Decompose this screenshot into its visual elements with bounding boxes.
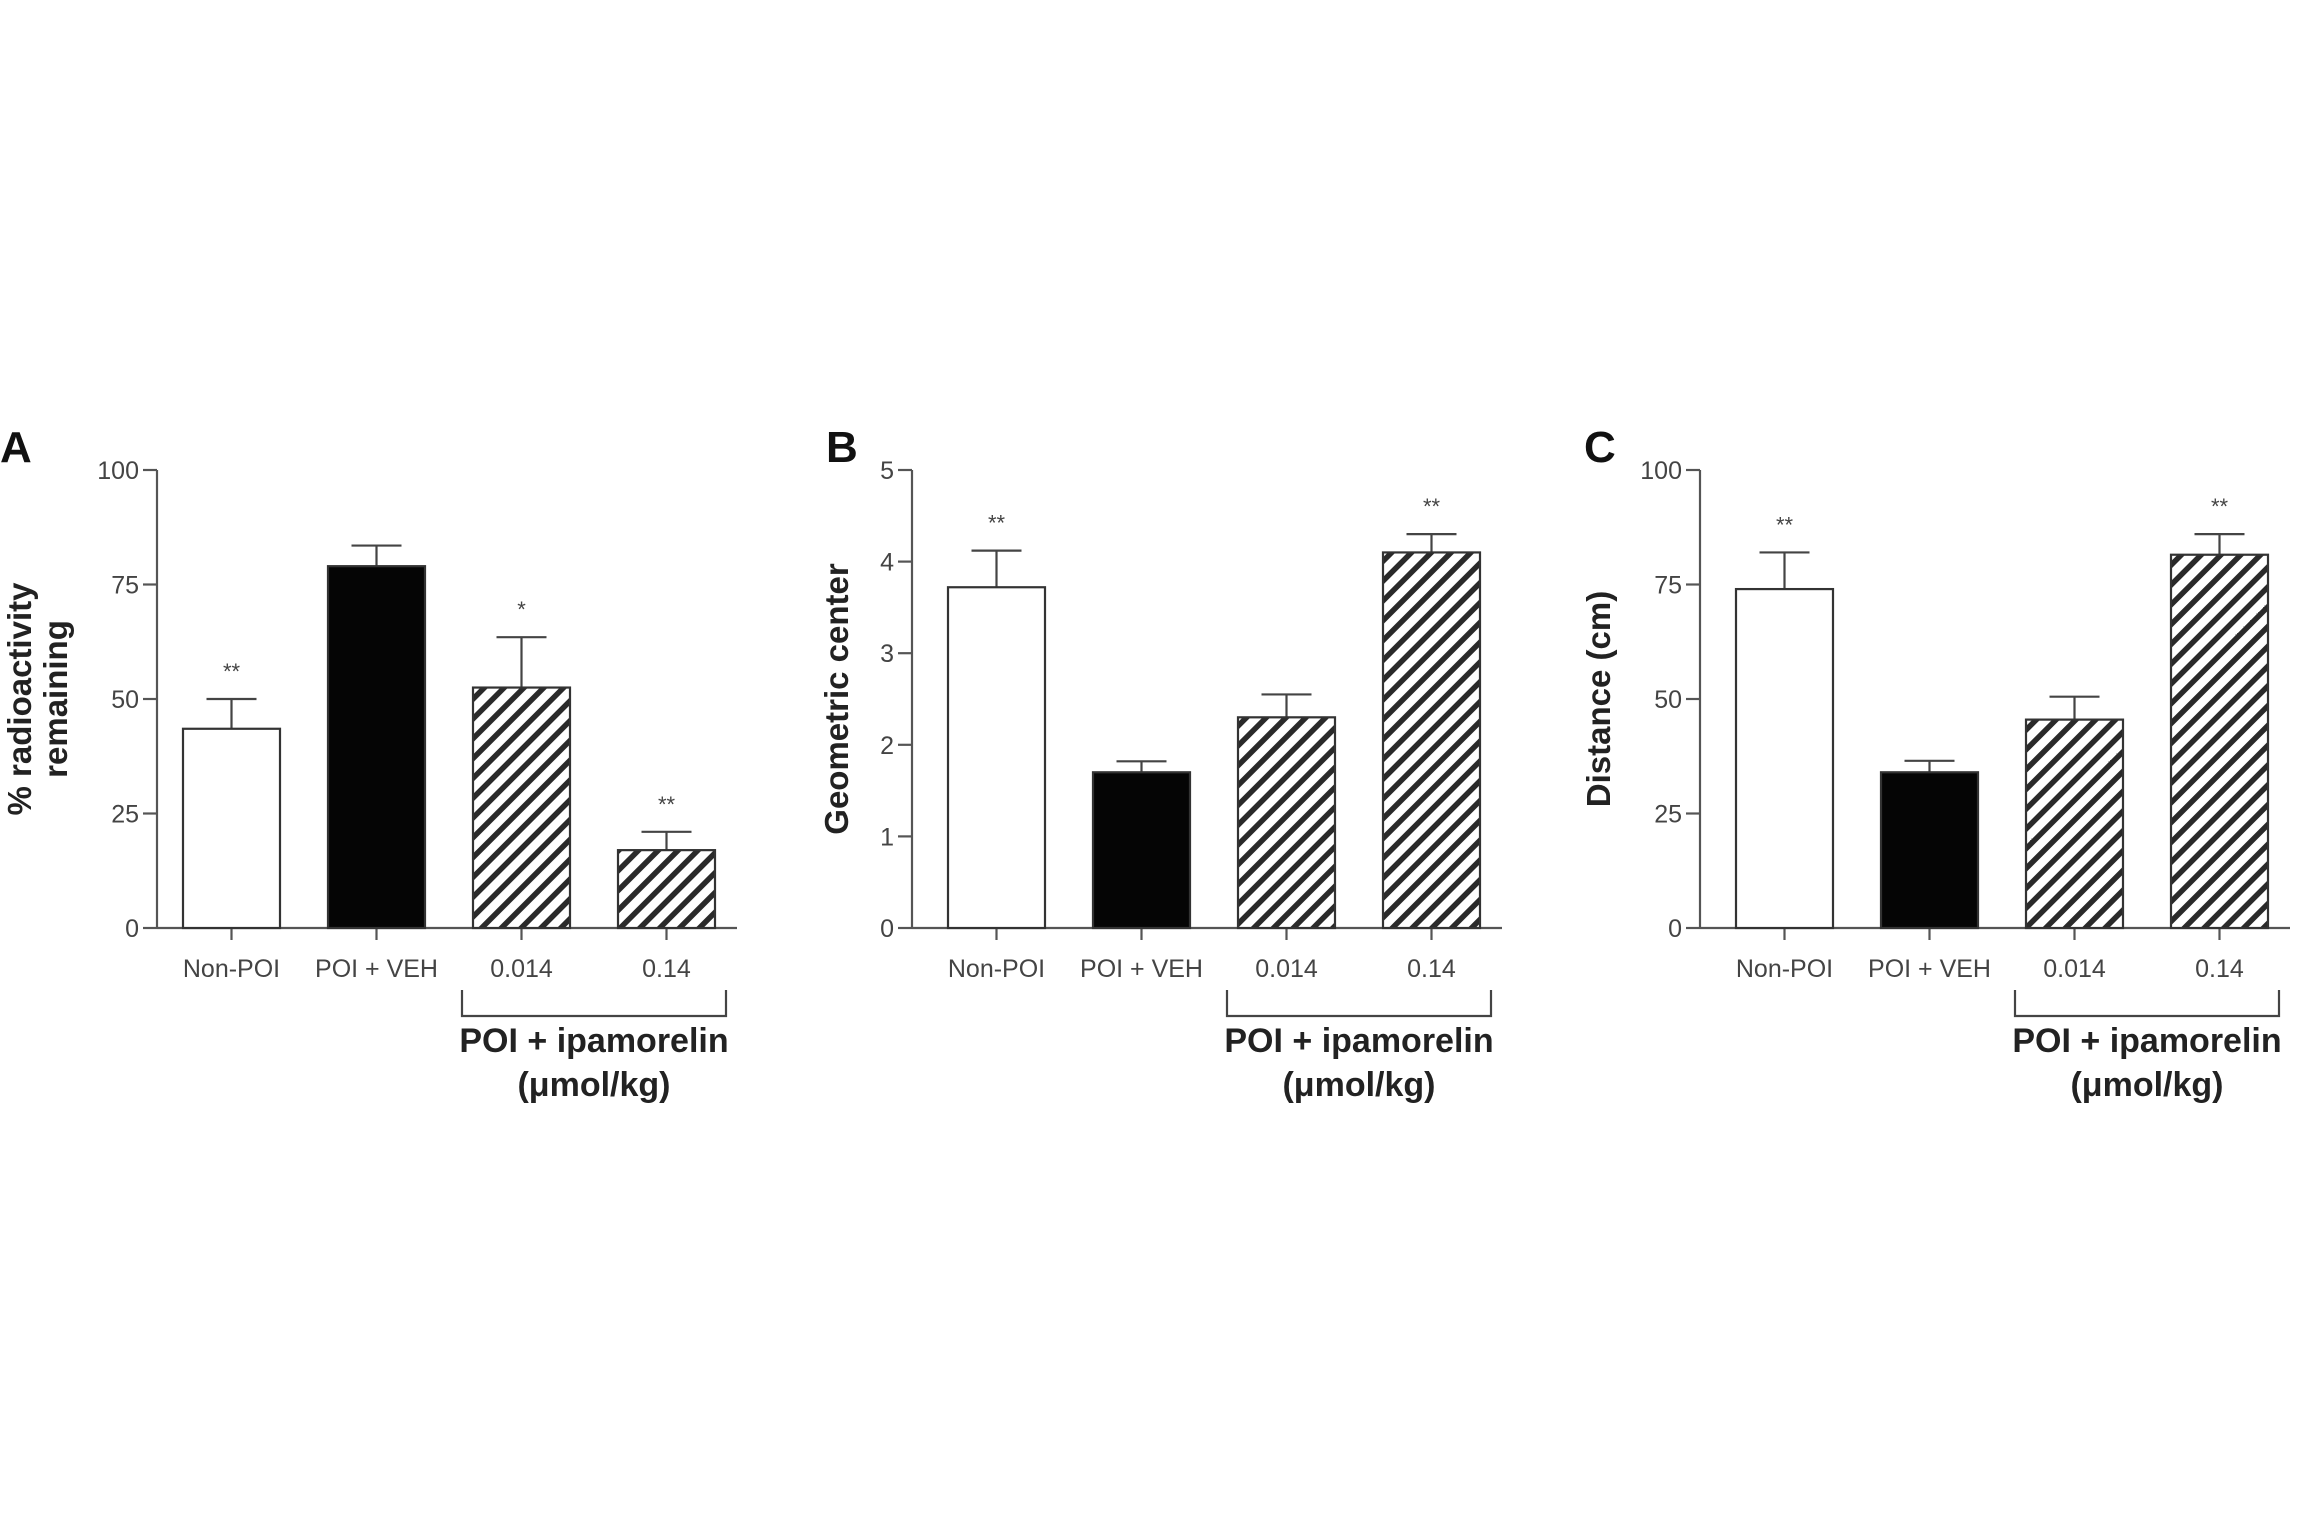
category-label: 0.14 [2195, 955, 2244, 983]
y-tick-label: 0 [1668, 915, 1682, 943]
panel-label: A [0, 423, 32, 472]
category-label: 0.14 [1407, 955, 1456, 983]
y-tick-label: 50 [1654, 686, 1682, 714]
y-axis-label-line: % radioactivity [1, 582, 38, 816]
y-tick-label: 5 [880, 457, 894, 485]
bar-non-poi [1734, 587, 1835, 930]
y-tick-label: 50 [111, 686, 139, 714]
y-axis-label-line: Geometric center [818, 563, 855, 835]
significance-label: * [517, 597, 526, 622]
chart-panel-a: A 0 25 50 75 100 % radioactivityremaining ** Non… [0, 423, 737, 1104]
y-tick-label: 100 [1640, 457, 1682, 485]
group-bracket [460, 990, 728, 1018]
bar-0-014 [2024, 718, 2125, 930]
significance-label: ** [1423, 494, 1441, 519]
group-bracket [1225, 990, 1493, 1018]
y-tick-label: 25 [1654, 801, 1682, 829]
y-axis-label: Geometric center [818, 563, 855, 835]
chart-panel-c: C 0 25 50 75 100 Distance (cm) ** Non-POI POI + V… [1580, 423, 2290, 1104]
category-label: 0.14 [642, 955, 691, 983]
bar-0-14 [2169, 553, 2270, 930]
category-label: 0.014 [1255, 955, 1318, 983]
panel-label: C [1584, 423, 1616, 472]
category-label: 0.014 [2043, 955, 2106, 983]
y-tick-label: 1 [880, 823, 894, 851]
y-tick-label: 2 [880, 732, 894, 760]
bar-non-poi [181, 727, 282, 930]
y-tick-label: 4 [880, 549, 894, 577]
bar-non-poi [946, 586, 1047, 930]
group-label-line2: (μmol/kg) [517, 1066, 670, 1104]
bar-poi-veh [1879, 771, 1980, 930]
y-tick-label: 0 [880, 915, 894, 943]
category-label: POI + VEH [315, 955, 438, 983]
significance-label: ** [223, 659, 241, 684]
chart-panel-b: B 0 1 2 3 4 5 Geometric center ** Non-POI POI + VE… [818, 423, 1502, 1104]
panel-label: B [826, 423, 858, 472]
y-axis-label: % radioactivityremaining [1, 582, 74, 816]
group-label-line2: (μmol/kg) [2070, 1066, 2223, 1104]
bar-0-014 [471, 686, 572, 930]
bar-poi-veh [1091, 771, 1192, 930]
y-tick-label: 3 [880, 640, 894, 668]
bar-0-14 [1381, 551, 1482, 930]
y-tick-label: 0 [125, 915, 139, 943]
group-label-line1: POI + ipamorelin [459, 1022, 728, 1060]
bar-0-014 [1236, 716, 1337, 930]
category-label: Non-POI [1736, 955, 1833, 983]
y-axis-label: Distance (cm) [1580, 591, 1617, 807]
y-tick-label: 75 [111, 572, 139, 600]
category-label: POI + VEH [1868, 955, 1991, 983]
group-bracket [2013, 990, 2281, 1018]
group-label-line1: POI + ipamorelin [1224, 1022, 1493, 1060]
y-axis-label-line: remaining [37, 620, 74, 778]
category-label: Non-POI [948, 955, 1045, 983]
y-axis-label-line: Distance (cm) [1580, 591, 1617, 807]
significance-label: ** [2211, 494, 2229, 519]
significance-label: ** [988, 511, 1006, 536]
bar-poi-veh [326, 565, 427, 930]
y-tick-label: 25 [111, 801, 139, 829]
significance-label: ** [658, 792, 676, 817]
bar-0-14 [616, 849, 717, 930]
category-label: 0.014 [490, 955, 553, 983]
category-label: Non-POI [183, 955, 280, 983]
y-tick-label: 75 [1654, 572, 1682, 600]
group-label-line1: POI + ipamorelin [2012, 1022, 2281, 1060]
group-label-line2: (μmol/kg) [1282, 1066, 1435, 1104]
significance-label: ** [1776, 512, 1794, 537]
category-label: POI + VEH [1080, 955, 1203, 983]
y-tick-label: 100 [97, 457, 139, 485]
